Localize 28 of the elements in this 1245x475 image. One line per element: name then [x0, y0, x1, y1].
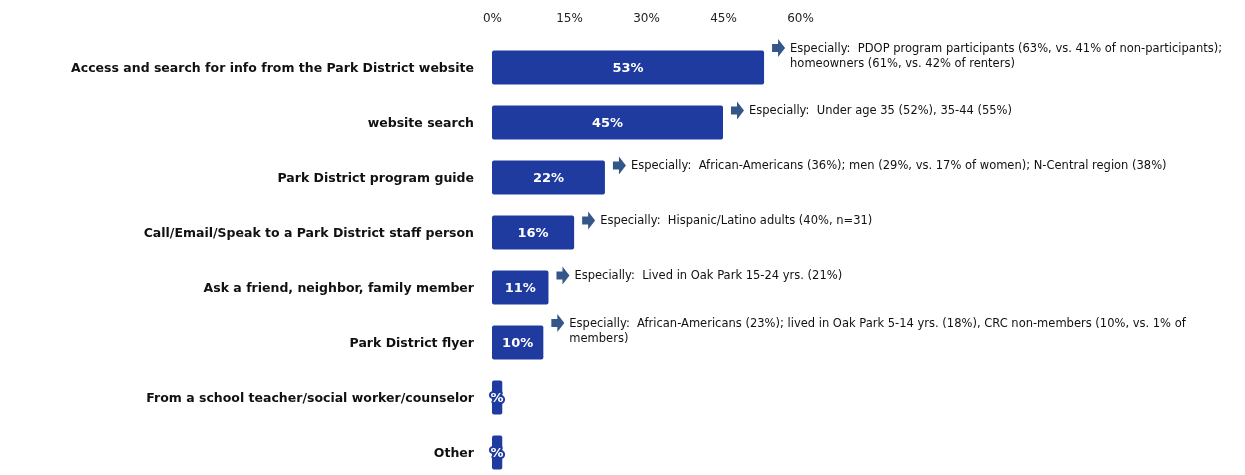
x-tick-label: 45% — [710, 11, 737, 25]
y-tick-label: Other — [433, 444, 475, 460]
y-tick-label: Ask a friend, neighbor, family member — [203, 279, 475, 295]
annotation: Especially: African-Americans (23%); lived in Oak Park 5-14 yrs. (18%), CRC non-members (10%, vs. 1% of members) — [569, 315, 1187, 345]
y-tick-label: Access and search for info from the Park District website — [71, 59, 474, 75]
x-tick-label: 60% — [787, 11, 814, 25]
annotation: Especially: Under age 35 (52%), 35-44 (55%) — [749, 103, 1013, 118]
bar — [492, 105, 723, 140]
annotation: Especially: Hispanic/Latino adults (40%, n=31) — [600, 213, 873, 228]
y-tick-label: Park District program guide — [277, 169, 474, 185]
data-label: 10% — [502, 335, 534, 351]
data-label: 11% — [504, 280, 536, 296]
bar — [492, 160, 605, 195]
x-tick-label: 0% — [482, 11, 503, 25]
y-tick-label: From a school teacher/social worker/counselor — [146, 389, 475, 405]
y-tick-label: Park District flyer — [349, 334, 475, 350]
data-label: 45% — [591, 115, 624, 131]
x-tick-label: 30% — [633, 11, 660, 25]
data-label: 53% — [612, 60, 644, 76]
annotation: Especially: Lived in Oak Park 15-24 yrs. (21%) — [574, 268, 843, 283]
annotation: Especially: African-Americans (36%); men (29%, vs. 17% of women); N-Central region (38%) — [630, 158, 1167, 173]
data-label: 22% — [532, 170, 565, 186]
data-label: 16% — [517, 225, 549, 241]
y-tick-label: website search — [367, 114, 474, 130]
y-tick-label: Call/Email/Speak to a Park District staff person — [143, 224, 474, 240]
x-tick-label: 15% — [556, 11, 583, 25]
annotation: Especially: PDOP program participants (63%, vs. 41% of non-participants); homeowners (61%, vs. 42% of renters) — [790, 40, 1223, 70]
bar — [492, 50, 765, 85]
